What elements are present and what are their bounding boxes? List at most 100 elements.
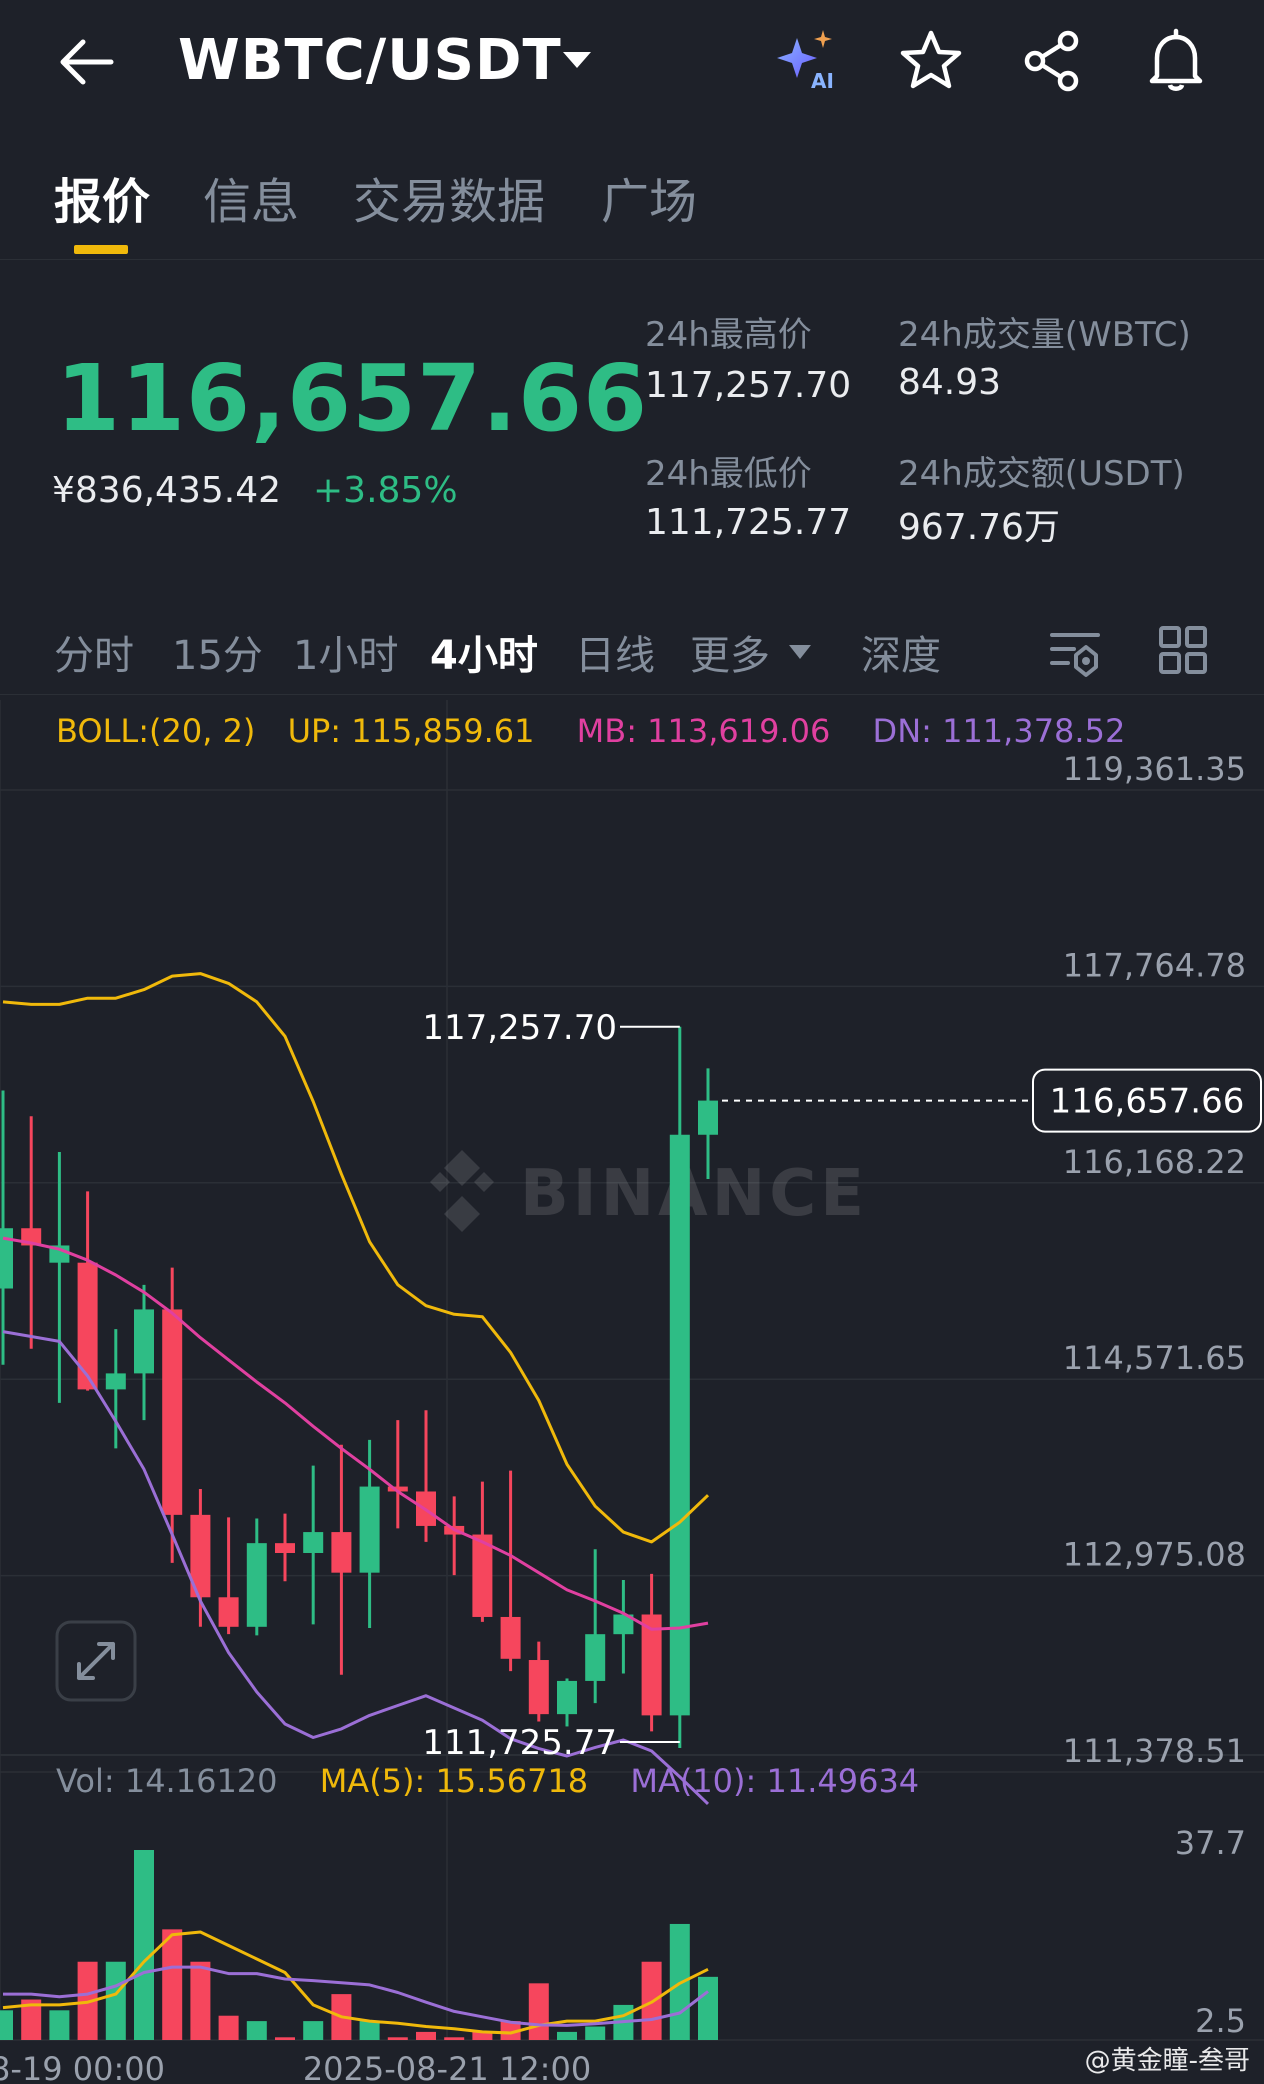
low-24h-label: 24h最低价 xyxy=(645,454,812,494)
grid-layout-icon[interactable] xyxy=(1158,625,1208,675)
interval-time[interactable]: 分时 xyxy=(54,633,134,679)
last-price-tag-label: 116,657.66 xyxy=(1050,1082,1245,1122)
high-24h-label: 24h最高价 xyxy=(645,315,812,355)
boll-legend: BOLL:(20, 2) UP: 115,859.61 MB: 113,619.… xyxy=(56,712,1125,750)
expand-icon xyxy=(77,1642,115,1680)
volume-bar xyxy=(500,2021,521,2040)
candle-body xyxy=(472,1534,493,1617)
time-axis-label: 2025-08-21 12:00 xyxy=(303,2050,591,2084)
last-price-tag[interactable] xyxy=(1032,1068,1262,1133)
volume-quote-value: 967.76万 xyxy=(898,507,1060,548)
candle-body xyxy=(500,1616,521,1659)
volume-bar xyxy=(49,2010,70,2040)
interval-more[interactable]: 更多 xyxy=(690,633,770,679)
price-change-percent: +3.85% xyxy=(313,470,458,511)
price-axis-label: 116,168.22 xyxy=(1063,1143,1246,1181)
volume-bar xyxy=(528,1983,549,2040)
last-price: 116,657.66 xyxy=(56,345,649,452)
fullscreen-button[interactable] xyxy=(55,1620,137,1702)
candle-body xyxy=(359,1486,380,1573)
candle-body xyxy=(585,1634,606,1681)
volume-bar xyxy=(21,1999,42,2040)
candle-body xyxy=(698,1100,718,1135)
candle-body xyxy=(77,1262,98,1390)
volume-bar xyxy=(557,2031,577,2040)
candle-body xyxy=(669,1134,690,1716)
candle-body xyxy=(613,1614,634,1635)
price-chart[interactable]: BINANCE 119,361.35 117,764.78 116,168.22 114… xyxy=(0,700,1264,2084)
cny-price: ¥836,435.42 xyxy=(52,470,282,511)
volume-ma10: MA(10): 11.49634 xyxy=(630,1762,920,1800)
tab-trading-data[interactable]: 交易数据 xyxy=(353,174,546,230)
volume-bar xyxy=(698,1976,718,2040)
back-arrow-icon[interactable] xyxy=(55,30,119,94)
interval-15m[interactable]: 15分 xyxy=(172,633,263,679)
low-24h-value: 111,725.77 xyxy=(645,502,852,543)
boll-middle-line xyxy=(2,1236,709,1631)
volume-axis-label: 37.7 xyxy=(1175,1824,1246,1862)
binance-watermark: BINANCE xyxy=(520,1157,868,1231)
price-axis-label: 117,764.78 xyxy=(1063,946,1246,984)
volume-bar xyxy=(359,2021,380,2040)
candle-body xyxy=(331,1532,352,1573)
volume-bar xyxy=(105,1961,126,2040)
volume-bar xyxy=(246,2021,267,2040)
price-axis-label: 114,571.65 xyxy=(1063,1339,1246,1377)
interval-1h[interactable]: 1小时 xyxy=(293,633,399,679)
indicator-settings-icon[interactable] xyxy=(1048,625,1102,679)
share-icon[interactable] xyxy=(1020,28,1086,94)
volume-bar xyxy=(162,1929,183,2040)
volume-bar xyxy=(444,2037,465,2040)
interval-4h[interactable]: 4小时 xyxy=(430,633,538,679)
boll-mb: MB: 113,619.06 xyxy=(576,712,831,750)
interval-selector: 分时 15分 1小时 4小时 日线 更多 深度 xyxy=(0,615,1264,695)
section-tabs: 报价 信息 交易数据 广场 xyxy=(0,150,1264,260)
tab-info[interactable]: 信息 xyxy=(203,174,300,230)
volume-bar xyxy=(387,2037,408,2040)
time-axis-label: 8-19 00:00 xyxy=(0,2050,165,2084)
interval-depth[interactable]: 深度 xyxy=(861,633,941,679)
volume-value: Vol: 14.16120 xyxy=(56,1762,278,1800)
candle-body xyxy=(641,1614,662,1716)
volume-ma5-line xyxy=(2,1930,709,2035)
boll-label: BOLL:(20, 2) xyxy=(56,712,256,750)
image-credit: @黄金瞳-叁哥 xyxy=(1084,2046,1250,2076)
tab-quote[interactable]: 报价 xyxy=(54,174,151,230)
candle-body xyxy=(303,1532,324,1553)
volume-bar xyxy=(0,2010,13,2040)
star-icon[interactable] xyxy=(898,28,964,94)
bell-icon[interactable] xyxy=(1143,28,1209,94)
volume-bar xyxy=(472,2031,493,2040)
candle-body xyxy=(246,1543,267,1627)
tab-square[interactable]: 广场 xyxy=(601,174,698,230)
price-axis-label: 112,975.08 xyxy=(1063,1536,1246,1574)
price-axis-label: 119,361.35 xyxy=(1063,750,1246,788)
candle-body xyxy=(528,1660,549,1715)
pair-title[interactable]: WBTC/USDT xyxy=(178,28,562,93)
high-price-marker: 117,257.70 xyxy=(422,1008,617,1048)
candle-body xyxy=(0,1228,13,1289)
volume-bar xyxy=(585,2026,606,2040)
ai-label: AI xyxy=(811,69,834,93)
candle-body xyxy=(387,1486,408,1492)
chevron-down-icon[interactable] xyxy=(560,48,594,72)
volume-quote-label: 24h成交额(USDT) xyxy=(898,454,1185,494)
chevron-down-icon[interactable] xyxy=(787,643,813,661)
candle-body xyxy=(105,1373,126,1390)
candle-body xyxy=(162,1309,183,1515)
boll-lower-line xyxy=(2,1330,710,1805)
boll-dn: DN: 111,378.52 xyxy=(872,712,1126,750)
boll-upper-line xyxy=(2,972,710,1544)
volume-legend: Vol: 14.16120 MA(5): 15.56718 MA(10): 11… xyxy=(56,1762,919,1800)
volume-bar xyxy=(190,1961,211,2040)
binance-logo-icon xyxy=(430,1150,494,1232)
volume-bar xyxy=(275,2037,295,2040)
interval-1d[interactable]: 日线 xyxy=(575,633,655,679)
price-axis-label: 111,378.51 xyxy=(1063,1732,1246,1770)
boll-up: UP: 115,859.61 xyxy=(287,712,535,750)
volume-bar xyxy=(416,2031,436,2040)
volume-bar xyxy=(218,2015,239,2040)
candle-body xyxy=(190,1514,211,1598)
volume-base-value: 84.93 xyxy=(898,362,1002,403)
ai-sparkle-icon[interactable]: AI xyxy=(775,28,841,94)
